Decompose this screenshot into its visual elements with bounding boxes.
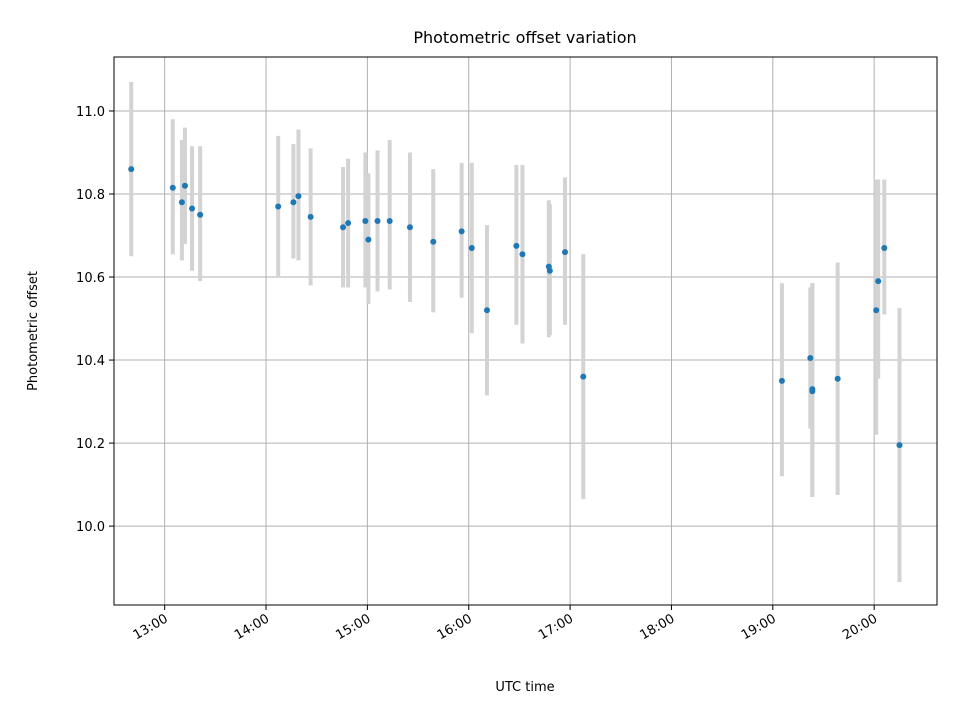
data-point: [374, 217, 381, 224]
data-point: [362, 217, 369, 224]
data-point: [197, 211, 204, 218]
y-tick-label: 11.0: [76, 105, 105, 120]
data-point: [562, 249, 569, 256]
data-point: [275, 203, 282, 210]
data-point: [340, 224, 347, 231]
data-point: [181, 182, 188, 189]
data-point: [406, 224, 413, 231]
data-point: [458, 228, 465, 235]
data-point: [580, 373, 587, 380]
data-point: [128, 166, 135, 173]
data-point: [546, 267, 553, 274]
data-point: [834, 375, 841, 382]
y-tick-label: 10.4: [76, 354, 105, 369]
y-tick-label: 10.8: [76, 188, 105, 203]
data-point: [189, 205, 196, 212]
data-point: [169, 184, 176, 191]
data-point: [178, 199, 185, 206]
y-axis-label: Photometric offset: [26, 271, 41, 391]
data-point: [483, 307, 490, 314]
data-point: [513, 242, 520, 249]
data-point: [468, 244, 475, 251]
data-point: [386, 217, 393, 224]
data-point: [519, 251, 526, 258]
data-point: [430, 238, 437, 245]
data-point: [295, 193, 302, 200]
data-point: [896, 442, 903, 449]
data-point: [881, 244, 888, 251]
data-point: [365, 236, 372, 243]
data-point: [875, 278, 882, 285]
data-point: [809, 388, 816, 395]
data-point: [873, 307, 880, 314]
point-layer: [128, 166, 903, 449]
y-tick-label: 10.0: [76, 520, 105, 535]
y-tick-label: 10.2: [76, 437, 105, 452]
data-point: [807, 354, 814, 361]
data-point: [307, 213, 314, 220]
grid-layer: [114, 57, 937, 605]
data-point: [290, 199, 297, 206]
plot-frame: [113, 56, 938, 606]
data-point: [345, 220, 352, 227]
chart-title: Photometric offset variation: [413, 28, 636, 47]
x-axis-label: UTC time: [495, 680, 554, 695]
y-tick-label: 10.6: [76, 271, 105, 286]
data-point: [778, 377, 785, 384]
